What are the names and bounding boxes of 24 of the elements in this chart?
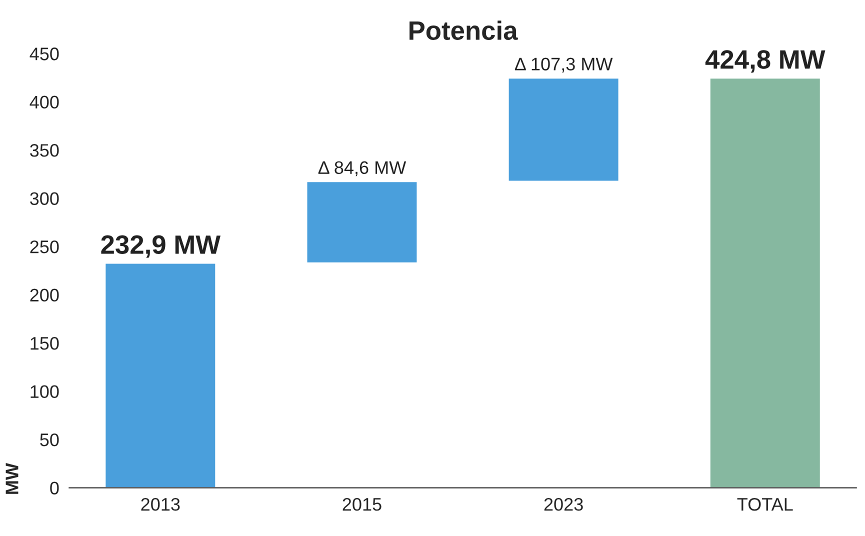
y-tick-label: 400 <box>30 96 59 109</box>
data-label: Δ 107,3 MW <box>514 58 613 73</box>
x-tick-label: 2015 <box>342 498 382 511</box>
y-axis-title: MW <box>6 463 18 494</box>
y-tick-label: 150 <box>30 336 59 350</box>
y-tick-label: 250 <box>30 240 59 254</box>
x-tick-label: 2013 <box>141 498 180 511</box>
y-tick-label: 300 <box>30 192 59 206</box>
y-tick-label: 50 <box>40 433 59 446</box>
chart-title: Potencia <box>410 20 518 40</box>
bar <box>306 180 418 264</box>
x-tick-label: 2023 <box>544 498 583 511</box>
y-tick-label: 350 <box>30 144 59 157</box>
y-tick-label: 0 <box>50 482 59 494</box>
data-label: 232,9 MW <box>101 235 221 258</box>
bar <box>507 77 620 182</box>
y-tick-label: 450 <box>30 48 59 60</box>
bar <box>709 77 822 488</box>
y-tick-label: 200 <box>30 288 59 302</box>
x-tick-label: TOTAL <box>737 498 793 511</box>
data-label: 424,8 MW <box>705 50 826 73</box>
bar <box>104 262 217 488</box>
data-label: Δ 84,6 MW <box>318 161 406 176</box>
y-tick-label: 100 <box>30 385 59 398</box>
